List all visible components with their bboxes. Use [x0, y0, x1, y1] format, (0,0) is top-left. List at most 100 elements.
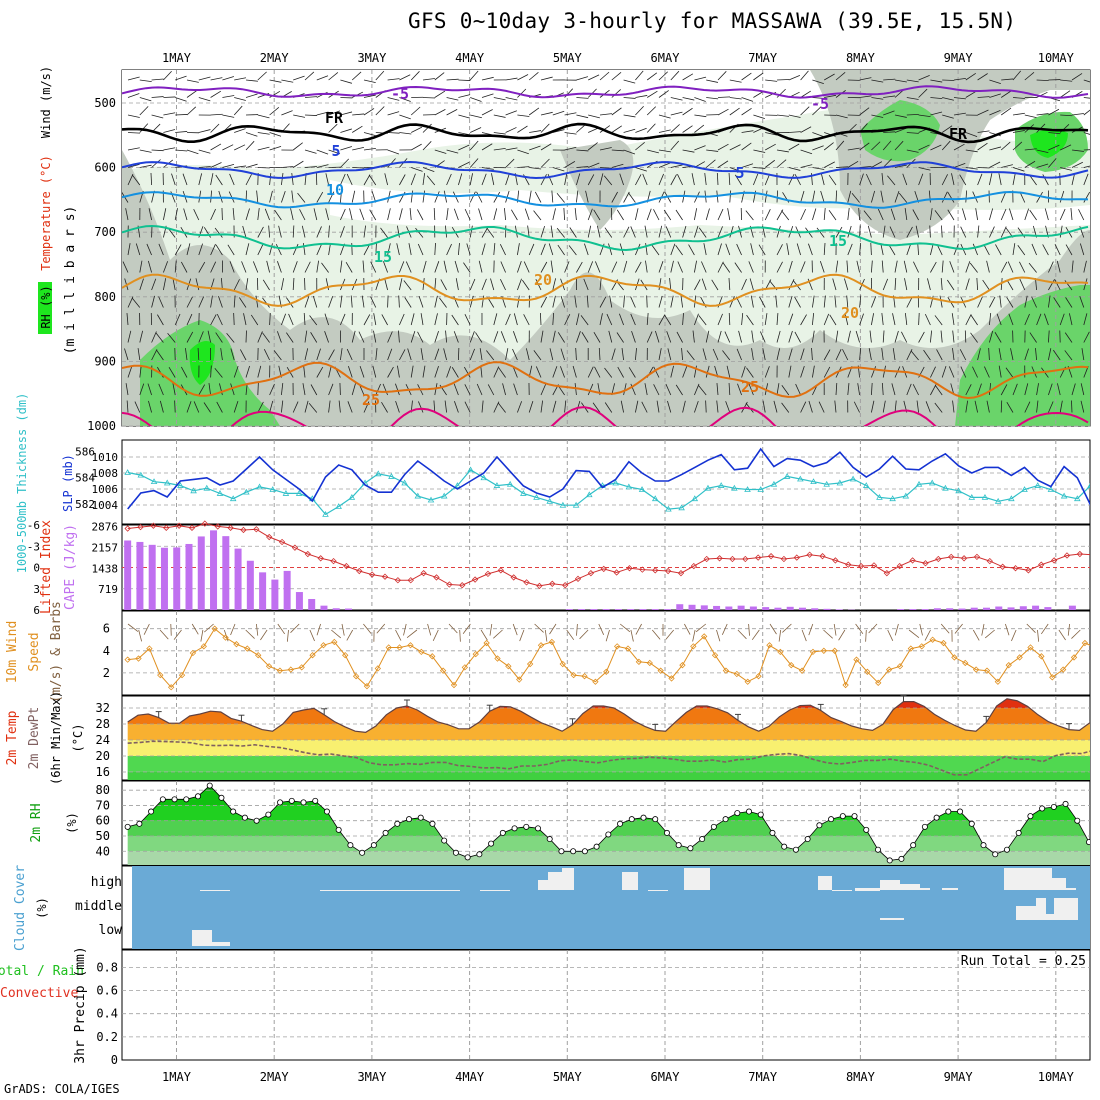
- upper-wind-barb: [1036, 400, 1039, 413]
- axis-labels: 1MAY1MAY2MAY2MAY3MAY3MAY4MAY4MAY5MAY5MAY…: [0, 51, 1086, 1084]
- wind-speed-line-point: [1027, 644, 1034, 651]
- wind-barb: [984, 629, 995, 639]
- upper-wind-barb: [500, 279, 506, 291]
- upper-wind-barb: [422, 141, 432, 151]
- cape-bar: [921, 609, 929, 610]
- rh2m-line-point: [839, 813, 846, 820]
- upper-wind-barb: [458, 94, 471, 98]
- upper-wind-barb: [399, 132, 412, 135]
- upper-wind-barb: [150, 172, 152, 186]
- upper-wind-barb: [458, 144, 470, 151]
- wind-barb: [838, 629, 846, 641]
- upper-wind-barb: [1053, 297, 1061, 308]
- upper-wind-barb: [422, 167, 435, 172]
- upper-wind-barb: [151, 149, 164, 152]
- precip-convective-bar: [200, 1052, 204, 1060]
- upper-wind-barb: [1057, 383, 1061, 396]
- upper-wind-barb: [910, 350, 919, 361]
- upper-wind-barb: [163, 112, 176, 116]
- isotherm-label: 5: [331, 142, 340, 160]
- upper-wind-barb: [729, 296, 735, 308]
- rh-region-saturated-1: [189, 341, 215, 385]
- upper-wind-barb: [1044, 313, 1049, 326]
- upper-wind-barb: [528, 190, 532, 203]
- upper-wind-barb: [706, 149, 719, 152]
- upper-wind-barb: [977, 383, 982, 396]
- thickness-line-point: [1008, 495, 1015, 502]
- rh2m-line-point: [757, 811, 764, 818]
- upper-wind-barb: [851, 192, 860, 203]
- upper-wind-barb: [975, 208, 978, 221]
- upper-wind-barb: [490, 278, 495, 291]
- rh2m-line-point: [464, 854, 471, 861]
- rh-band: [127, 790, 1090, 806]
- thickness-line-point: [467, 466, 474, 473]
- isotherm-iso30: [122, 406, 1089, 426]
- upper-wind-barb: [717, 313, 723, 326]
- upper-wind-barb: [948, 366, 955, 378]
- upper-wind-barb: [281, 400, 284, 413]
- upper-wind-barb: [415, 227, 424, 238]
- cloud-block: [1016, 906, 1036, 920]
- upper-wind-barb: [454, 401, 459, 413]
- upper-wind-barb: [576, 173, 581, 186]
- run-total-label: Run Total = 0.25: [961, 954, 1086, 969]
- upper-wind-barb: [748, 383, 754, 396]
- upper-wind-barb: [564, 261, 570, 273]
- upper-wind-barb: [523, 314, 530, 326]
- lifted-index-line-point: [381, 573, 389, 580]
- upper-wind-barb: [1035, 348, 1037, 361]
- upper-wind-barb: [762, 348, 766, 361]
- upper-wind-barb: [800, 365, 805, 378]
- upper-wind-barb: [616, 209, 624, 221]
- upper-wind-barb: [458, 114, 471, 119]
- upper-wind-barb: [1036, 79, 1049, 82]
- upper-wind-barb: [241, 261, 247, 273]
- lifted-index-line-point: [729, 555, 736, 563]
- upper-wind-barb: [776, 114, 789, 117]
- upper-wind-barb: [1000, 90, 1012, 98]
- upper-wind-barb: [1060, 167, 1072, 171]
- upper-wind-barb: [859, 165, 872, 168]
- wind-speed-line-point: [755, 673, 762, 680]
- upper-wind-barb: [788, 365, 792, 378]
- upper-wind-barb: [168, 367, 176, 378]
- upper-wind-barb: [587, 261, 594, 273]
- upper-wind-barb: [599, 173, 604, 186]
- cloud-block: [538, 880, 548, 890]
- upper-wind-barb: [716, 172, 719, 186]
- upper-wind-barb: [1083, 191, 1090, 203]
- upper-wind-barb: [994, 332, 1002, 343]
- wind-speed-line-point: [472, 650, 479, 658]
- cloud-block: [192, 930, 212, 946]
- upper-wind-barb: [871, 296, 877, 308]
- upper-wind-barb: [297, 192, 306, 203]
- wind-speed-line-point: [603, 668, 610, 675]
- upper-wind-barb: [443, 348, 447, 361]
- upper-wind-barb: [458, 243, 460, 256]
- upper-wind-barb: [941, 365, 947, 378]
- upper-wind-barb: [989, 161, 1001, 168]
- upper-wind-barb: [658, 162, 671, 168]
- upper-wind-barb: [835, 140, 845, 151]
- upper-wind-barb: [749, 278, 754, 291]
- upper-wind-barb: [1056, 260, 1061, 273]
- wind-barb: [695, 623, 707, 633]
- upper-wind-barb: [847, 383, 850, 396]
- upper-wind-barb: [292, 160, 304, 168]
- wind-barb: [459, 629, 461, 642]
- upper-wind-barb: [552, 208, 556, 221]
- cape-bar: [1019, 606, 1027, 610]
- upper-wind-barb: [694, 279, 701, 291]
- upper-wind-barb: [540, 143, 552, 151]
- upper-wind-barb: [556, 227, 565, 238]
- upper-wind-barb: [234, 97, 246, 101]
- upper-wind-barb: [433, 207, 436, 221]
- cape-bar: [124, 540, 132, 610]
- wind-speed-line-point: [483, 639, 490, 647]
- upper-wind-barb: [215, 174, 223, 186]
- upper-wind-barb: [299, 209, 306, 221]
- upper-wind-barb: [847, 330, 851, 343]
- upper-wind-barb: [620, 400, 624, 413]
- lifted-index-line-point: [960, 555, 968, 562]
